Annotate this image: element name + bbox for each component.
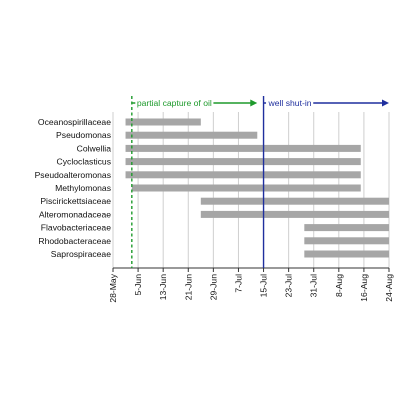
bar xyxy=(304,237,389,245)
bars xyxy=(125,118,389,258)
annotation-label: partial capture of oil xyxy=(137,98,212,108)
x-tick-label: 7-Jul xyxy=(233,274,243,293)
category-label: Pseudomonas xyxy=(56,130,111,140)
annotation-arrow-head xyxy=(250,99,258,107)
bar xyxy=(125,131,258,139)
bar xyxy=(304,224,389,232)
category-label: Oceanospirillaceae xyxy=(38,117,111,127)
category-label: Colwellia xyxy=(77,143,112,153)
x-tick-label: 28-May xyxy=(108,273,118,302)
x-axis: 28-May 5-Jun 13-Jun 21-Jun 29-Jun 7-Jul 15-Jul… xyxy=(108,267,394,303)
category-label: Flavobacteriaceae xyxy=(41,223,111,233)
x-tick-label: 21-Jun xyxy=(183,274,193,300)
x-tick-label: 29-Jun xyxy=(208,274,218,300)
annotation-arrow-head xyxy=(382,99,389,107)
annotation-label-bg xyxy=(266,97,314,109)
bar xyxy=(125,158,361,166)
x-tick-label: 15-Jul xyxy=(259,274,269,297)
bar xyxy=(125,144,361,152)
category-label: Pseudoalteromonas xyxy=(35,170,111,180)
bar xyxy=(200,197,389,205)
bar xyxy=(125,118,201,126)
category-label: Piscirickettsiaceae xyxy=(40,196,111,206)
category-labels: Oceanospirillaceae Pseudomonas Colwellia Cy… xyxy=(35,117,112,259)
x-tick-label: 16-Aug xyxy=(359,274,369,302)
category-label: Rhodobacteraceae xyxy=(38,236,111,246)
category-label: Methylomonas xyxy=(55,183,111,193)
bar xyxy=(125,171,361,179)
x-tick-label: 8-Aug xyxy=(334,274,344,297)
x-tick-label: 13-Jun xyxy=(158,274,168,300)
x-tick-label: 24-Aug xyxy=(384,274,394,302)
bar xyxy=(304,250,389,258)
bar xyxy=(200,210,389,218)
annotations: partial capture of oil well shut-in xyxy=(131,96,389,268)
bar xyxy=(131,184,361,192)
annotation-label: well shut-in xyxy=(268,98,312,108)
x-tick-label: 31-Jul xyxy=(309,274,319,297)
category-label: Saprospiraceae xyxy=(51,249,111,259)
x-tick-label: 23-Jul xyxy=(284,274,294,297)
category-label: Cycloclasticus xyxy=(57,157,111,167)
category-label: Alteromonadaceae xyxy=(39,209,111,219)
annotation-label-bg xyxy=(135,97,214,109)
x-tick-label: 5-Jun xyxy=(133,274,143,296)
